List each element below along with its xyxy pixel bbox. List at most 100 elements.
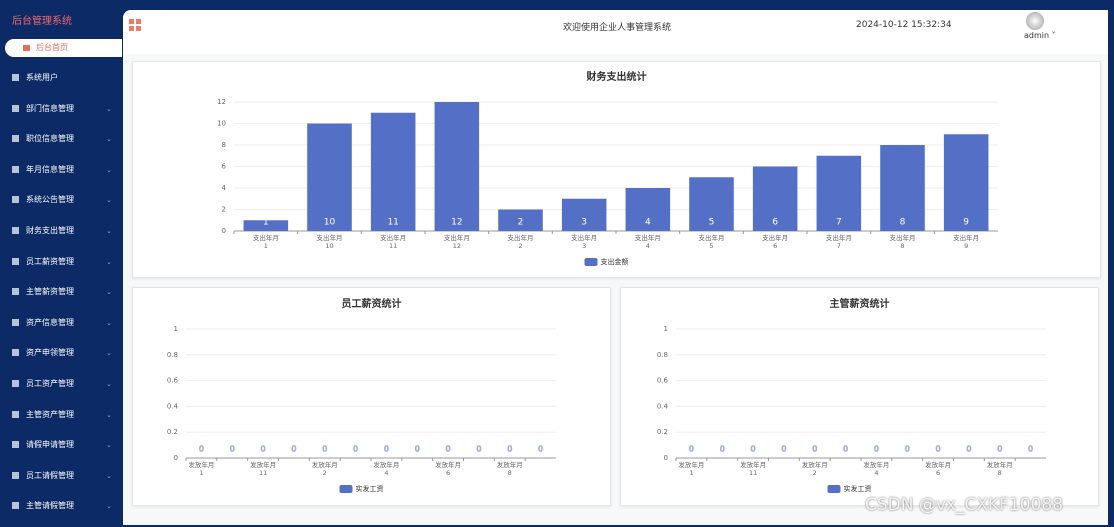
menu-label: 主管资产管理: [26, 409, 74, 419]
x-tick-label: 支出年月 12: [444, 233, 470, 250]
menu-item[interactable]: 资产信息管理 ⌄: [12, 316, 112, 330]
x-tick-label: 支出年月 2: [508, 233, 534, 250]
bar: [752, 166, 798, 231]
chart-title: 员工薪资统计: [342, 297, 402, 310]
chevron: ⌄: [106, 318, 112, 327]
chart-panel: 员工薪资统计 0 0.2 0.4 0.6 0.8 1 发放年月 1 发放年月 11 发放年月 2 发放年月…: [132, 287, 611, 506]
data-label: 12: [451, 218, 462, 228]
y-tick-label: 0: [664, 454, 668, 462]
user[interactable]: admin ˅: [1024, 31, 1056, 40]
legend-label: 实发工资: [844, 484, 872, 493]
icon: [12, 196, 19, 204]
x-tick-label: 支出年月 8: [890, 233, 916, 250]
icon: [12, 380, 19, 387]
sidebar-title: 后台管理系统: [12, 16, 72, 27]
bar: [880, 145, 925, 231]
menu-item[interactable]: 主管薪资管理 ⌄: [12, 285, 112, 299]
menu-label: 职位信息管理: [26, 134, 74, 144]
y-tick-label: 0.8: [167, 351, 178, 359]
menu-item[interactable]: 员工资产管理 ⌄: [12, 377, 112, 391]
data-label: 0: [781, 445, 786, 454]
bar: [370, 112, 416, 231]
menu-item[interactable]: 财务支出管理 ⌄: [12, 224, 112, 238]
chevron: ⌄: [106, 349, 112, 358]
menu-item[interactable]: 请假申请管理 ⌄: [12, 438, 112, 452]
menu-item[interactable]: 员工请假管理 ⌄: [12, 469, 112, 483]
menu-item[interactable]: 主管资产管理 ⌄: [12, 408, 112, 422]
data-label: 5: [709, 218, 715, 228]
icon: [12, 165, 19, 173]
y-tick-label: 0.2: [657, 428, 668, 436]
data-label: 0: [966, 445, 971, 454]
icon: [12, 135, 19, 143]
chevron: ⌄: [106, 380, 112, 388]
data-label: 0: [261, 445, 266, 454]
menu-label: 资产申领管理: [26, 348, 74, 358]
y-tick-label: 12: [217, 98, 226, 106]
icon: [12, 318, 19, 326]
x-tick-label: 支出年月 6: [762, 233, 788, 250]
icon: [12, 410, 19, 418]
icon: [12, 257, 19, 265]
x-tick-label: 支出年月 11: [380, 233, 406, 250]
menu-item[interactable]: 职位信息管理 ⌄: [12, 132, 112, 146]
menu-item[interactable]: 年月信息管理 ⌄: [12, 163, 112, 177]
chart: 员工薪资统计 0 0.2 0.4 0.6 0.8 1 发放年月 1 发放年月 11 发放年月 2 发放年月…: [167, 297, 556, 493]
y-tick-label: 1: [664, 325, 668, 333]
icon: [23, 44, 30, 51]
data-label: 2: [518, 218, 524, 228]
icon: [12, 471, 19, 479]
data-label: 0: [230, 445, 235, 454]
x-tick-label: 支出年月 1: [253, 233, 279, 250]
active-menu-item[interactable]: 后台首页: [5, 39, 122, 57]
menu-label: 系统公告管理: [26, 195, 74, 205]
legend-label: 实发工资: [356, 484, 384, 493]
menu-item[interactable]: 主管请假管理 ⌄: [12, 499, 112, 513]
data-label: 0: [199, 445, 204, 454]
x-tick-label: 发放年月 8: [987, 460, 1013, 477]
data-label: 3: [581, 218, 587, 228]
data-label: 0: [322, 445, 327, 454]
menu-item[interactable]: 系统公告管理 ⌄: [12, 193, 112, 207]
datetime: 2024-10-12 15:32:34: [856, 20, 952, 30]
menu-item[interactable]: 员工薪资管理 ⌄: [12, 255, 112, 269]
data-label: 0: [291, 445, 296, 454]
x-tick-label: 发放年月 2: [312, 460, 338, 477]
y-tick-label: 6: [222, 163, 227, 171]
y-tick-label: 0.2: [167, 428, 178, 436]
x-tick-label: 发放年月 4: [863, 460, 889, 477]
icon: [12, 74, 19, 81]
data-label: 11: [387, 218, 398, 228]
legend-label: 支出金额: [601, 257, 629, 266]
bar: [943, 134, 989, 231]
avatar[interactable]: [1026, 12, 1044, 30]
menu-label: 员工资产管理: [26, 379, 74, 388]
x-tick-label: 支出年月 10: [317, 233, 343, 250]
sidebar: 后台管理系统 后台首页 系统用户 部门信息管理 ⌄ 职位信息管理 ⌄ 年月信息管理 ⌄ 系统公…: [0, 0, 122, 527]
y-tick-label: 0.6: [657, 377, 669, 385]
menu-label: 员工薪资管理: [26, 256, 74, 266]
x-tick-label: 发放年月 11: [250, 460, 276, 477]
menu-label: 资产信息管理: [26, 317, 74, 327]
data-label: 0: [1028, 445, 1033, 454]
data-label: 0: [936, 445, 941, 454]
chevron: ⌄: [106, 257, 112, 266]
menu-item[interactable]: 部门信息管理 ⌄: [12, 102, 112, 116]
menu-label: 年月信息管理: [26, 164, 74, 174]
menu-toggle[interactable]: [129, 19, 142, 32]
bar: [307, 123, 352, 231]
user-name: admin: [1024, 31, 1050, 40]
x-tick-label: 支出年月 9: [953, 233, 979, 250]
menu-item[interactable]: 系统用户: [12, 71, 112, 85]
chevron: ⌄: [106, 288, 112, 297]
data-label: 0: [415, 445, 420, 454]
data-label: 0: [538, 445, 543, 454]
y-tick-label: 0.4: [657, 402, 669, 410]
legend-swatch: [827, 485, 841, 493]
data-label: 0: [476, 445, 481, 454]
menu-item[interactable]: 资产申领管理 ⌄: [12, 346, 112, 360]
data-label: 0: [689, 445, 694, 454]
legend-swatch: [339, 485, 353, 493]
menu-label: 系统用户: [26, 73, 58, 82]
